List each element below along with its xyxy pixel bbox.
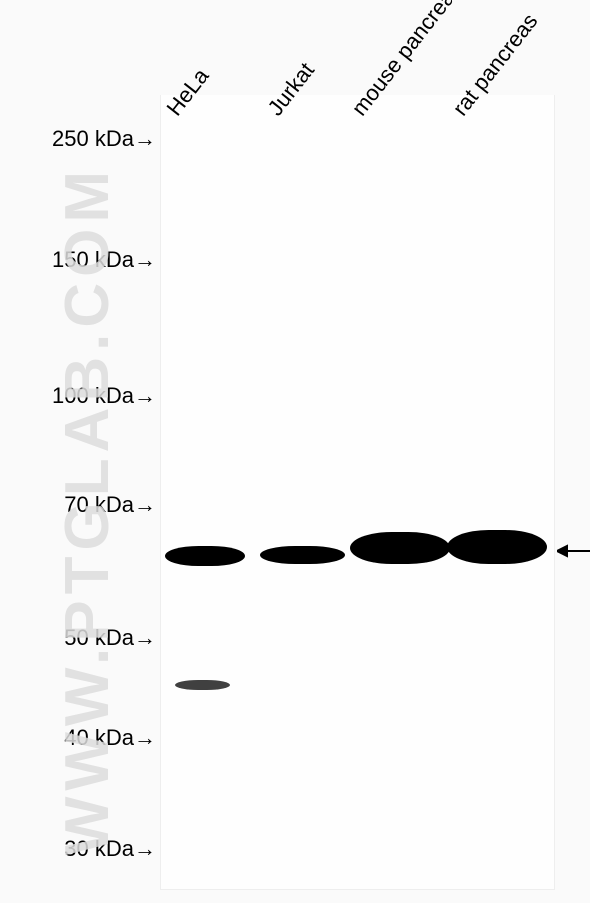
blot-band (175, 680, 230, 690)
watermark-text: WWW.PTGLAB.COM (52, 165, 123, 855)
blot-band (165, 546, 245, 566)
marker-label: 250 kDa→ (52, 126, 156, 152)
blot-band (350, 532, 450, 564)
blot-membrane (160, 95, 555, 890)
blot-band (260, 546, 345, 564)
blot-band (447, 530, 547, 564)
target-band-arrow (557, 543, 590, 559)
figure-container: WWW.PTGLAB.COM 250 kDa→150 kDa→100 kDa→7… (0, 0, 590, 903)
